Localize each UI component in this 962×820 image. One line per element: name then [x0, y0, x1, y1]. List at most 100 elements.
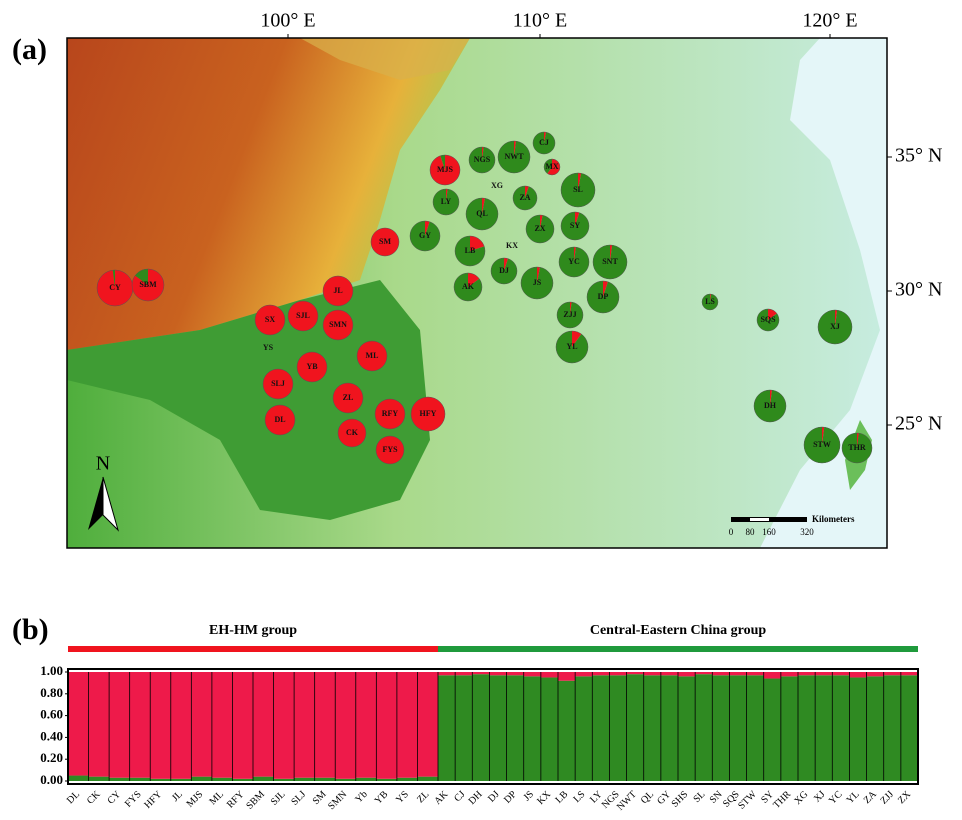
- bar-segment: [798, 672, 815, 675]
- pie-label: JL: [333, 286, 342, 295]
- bar-segment: [832, 675, 849, 781]
- bar-segment: [130, 778, 151, 781]
- x-tick-label: JL: [170, 789, 185, 804]
- pie-label: ZX: [534, 224, 545, 233]
- x-tick-label: ZX: [896, 788, 914, 806]
- bar-segment: [130, 672, 151, 778]
- x-tick-label: SHS: [670, 789, 691, 810]
- figure: (a) (b) N Kilometers EH-HM group Central…: [0, 0, 962, 820]
- pie-label: CK: [346, 428, 359, 437]
- bar-segment: [417, 777, 438, 781]
- x-tick-label: ZA: [862, 788, 880, 806]
- bar-segment: [376, 672, 397, 779]
- bar-segment: [109, 672, 130, 778]
- x-tick-label: KX: [535, 788, 554, 807]
- bar-segment: [109, 778, 130, 781]
- bar-segment: [489, 675, 506, 781]
- bar-segment: [815, 675, 832, 781]
- x-tick-label: MJS: [185, 789, 206, 810]
- pie-label: SBM: [139, 280, 157, 289]
- pie-label: LS: [705, 297, 715, 306]
- bar-segment: [89, 777, 110, 781]
- pie-label: ML: [366, 351, 379, 360]
- pie-label: DP: [598, 292, 609, 301]
- bar-segment: [232, 779, 253, 781]
- x-tick-label: LS: [571, 789, 587, 805]
- pie-label: SNT: [602, 257, 618, 266]
- scale-label: 320: [800, 527, 814, 537]
- bar-segment: [661, 675, 678, 781]
- pie-label: GY: [419, 231, 431, 240]
- bar-segment: [253, 777, 274, 781]
- bar-segment: [541, 672, 558, 677]
- bar-segment: [558, 672, 575, 681]
- lat-label: 30° N: [895, 279, 942, 301]
- bar-segment: [397, 672, 418, 778]
- pie-label: THR: [848, 443, 866, 452]
- scale-unit: Kilometers: [812, 514, 855, 524]
- pie-label: STW: [813, 440, 831, 449]
- pie-label: SL: [573, 185, 583, 194]
- pie-label: DH: [764, 401, 777, 410]
- bar-segment: [232, 672, 253, 779]
- bar-segment: [695, 672, 712, 674]
- bar-segment: [729, 675, 746, 781]
- bar-segment: [849, 672, 866, 677]
- x-tick-label: DP: [502, 789, 519, 806]
- pie-label: ZJJ: [563, 310, 576, 319]
- bar-segment: [524, 676, 541, 781]
- x-tick-label: FYS: [123, 789, 144, 810]
- y-tick-label: 0.20: [40, 750, 63, 765]
- bar-segment: [356, 672, 377, 778]
- pie-label: SY: [570, 221, 580, 230]
- x-tick-label: XG: [792, 789, 810, 807]
- bar-segment: [191, 777, 212, 781]
- x-tick-label: SJL: [269, 789, 288, 808]
- panel-label: (a): [12, 33, 47, 66]
- bar-segment: [712, 672, 729, 675]
- pie-label: RFY: [382, 409, 399, 418]
- pie-label: FYS: [382, 445, 398, 454]
- bar-segment: [472, 672, 489, 674]
- bar-segment: [712, 675, 729, 781]
- bar-segment: [315, 778, 336, 781]
- x-tick-label: YC: [827, 789, 845, 807]
- pie-label: MJS: [437, 165, 454, 174]
- bar-segment: [901, 675, 918, 781]
- bar-segment: [661, 672, 678, 675]
- group-label: EH-HM group: [209, 623, 297, 638]
- scale-seg: [750, 518, 769, 521]
- bar-segment: [627, 672, 644, 674]
- bar-segment: [592, 675, 609, 781]
- bar-segment: [558, 681, 575, 781]
- site-label: KX: [506, 241, 518, 250]
- x-tick-label: SBM: [244, 789, 267, 812]
- bar-segment: [171, 672, 192, 779]
- bar-segment: [644, 675, 661, 781]
- x-tick-label: CK: [85, 788, 103, 806]
- x-tick-label: CY: [106, 789, 124, 807]
- bar-segment: [609, 675, 626, 781]
- site-label: XG: [491, 181, 503, 190]
- bar-segment: [150, 779, 171, 781]
- bar-segment: [472, 674, 489, 781]
- group-label: Central-Eastern China group: [590, 623, 767, 638]
- bar-segment: [575, 672, 592, 676]
- x-tick-label: RFY: [225, 789, 247, 811]
- bar-segment: [695, 674, 712, 781]
- pie-label: YL: [566, 342, 577, 351]
- bar-segment: [315, 672, 336, 778]
- pie-label: CY: [109, 283, 121, 292]
- y-tick-label: 0.80: [40, 685, 63, 700]
- pie-label: SQS: [760, 315, 776, 324]
- pie-label: NGS: [474, 155, 491, 164]
- bar-segment: [212, 672, 233, 778]
- pie-label: YC: [568, 257, 580, 266]
- x-tick-label: DH: [467, 789, 485, 807]
- pie-label: JS: [533, 278, 542, 287]
- north-label: N: [96, 453, 110, 475]
- bar-segment: [764, 672, 781, 679]
- pie-label: QL: [476, 209, 488, 218]
- pie-label: SJL: [296, 311, 310, 320]
- bar-segment: [507, 675, 524, 781]
